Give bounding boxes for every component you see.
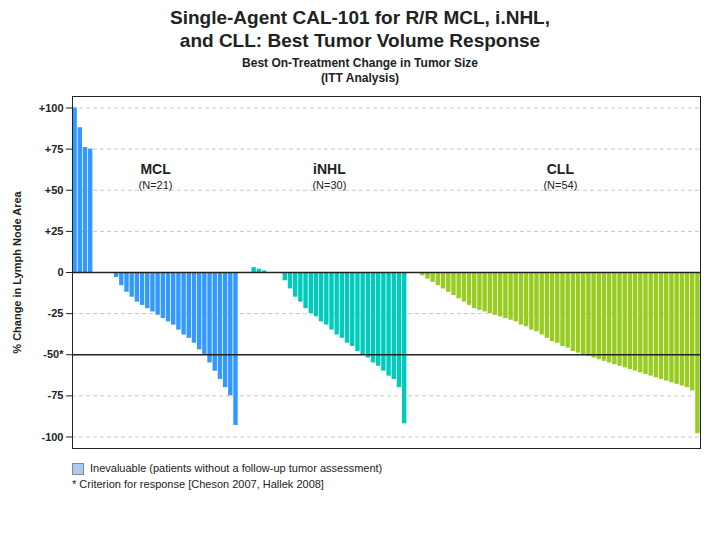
svg-text:% Change in Lymph Node Area: % Change in Lymph Node Area [11, 190, 23, 353]
svg-text:+50: +50 [45, 184, 64, 196]
svg-text:+100: +100 [39, 102, 64, 114]
svg-text:-75: -75 [48, 389, 64, 401]
html-text:Inevaluable (patients without: Inevaluable (patients without a follow-u… [90, 462, 383, 474]
svg-text:(N=54): (N=54) [543, 179, 577, 191]
svg-text:-50*: -50* [43, 348, 64, 360]
svg-text:0: 0 [57, 266, 63, 278]
svg-text:CLL: CLL [547, 161, 575, 177]
html-text:Single-Agent CAL-101 for R/R M: Single-Agent CAL-101 for R/R MCL, i.NHL, [170, 7, 550, 28]
html-text:Best On-Treatment Change in Tu: Best On-Treatment Change in Tumor Size [242, 56, 478, 70]
svg-text:-25: -25 [48, 307, 64, 319]
html-text:and CLL: Best Tumor Volume Res: and CLL: Best Tumor Volume Response [179, 30, 541, 51]
svg-text:+75: +75 [45, 143, 64, 155]
html-text:(ITT Analysis): (ITT Analysis) [320, 71, 400, 85]
svg-text:-100: -100 [41, 431, 63, 443]
svg-text:+25: +25 [45, 225, 64, 237]
svg-text:(N=21): (N=21) [139, 179, 173, 191]
html-text:* Criterion for response [Ches: * Criterion for response [Cheson 2007, H… [72, 478, 324, 490]
svg-text:iNHL: iNHL [313, 161, 346, 177]
svg-text:MCL: MCL [140, 161, 171, 177]
svg-text:(N=30): (N=30) [312, 179, 346, 191]
